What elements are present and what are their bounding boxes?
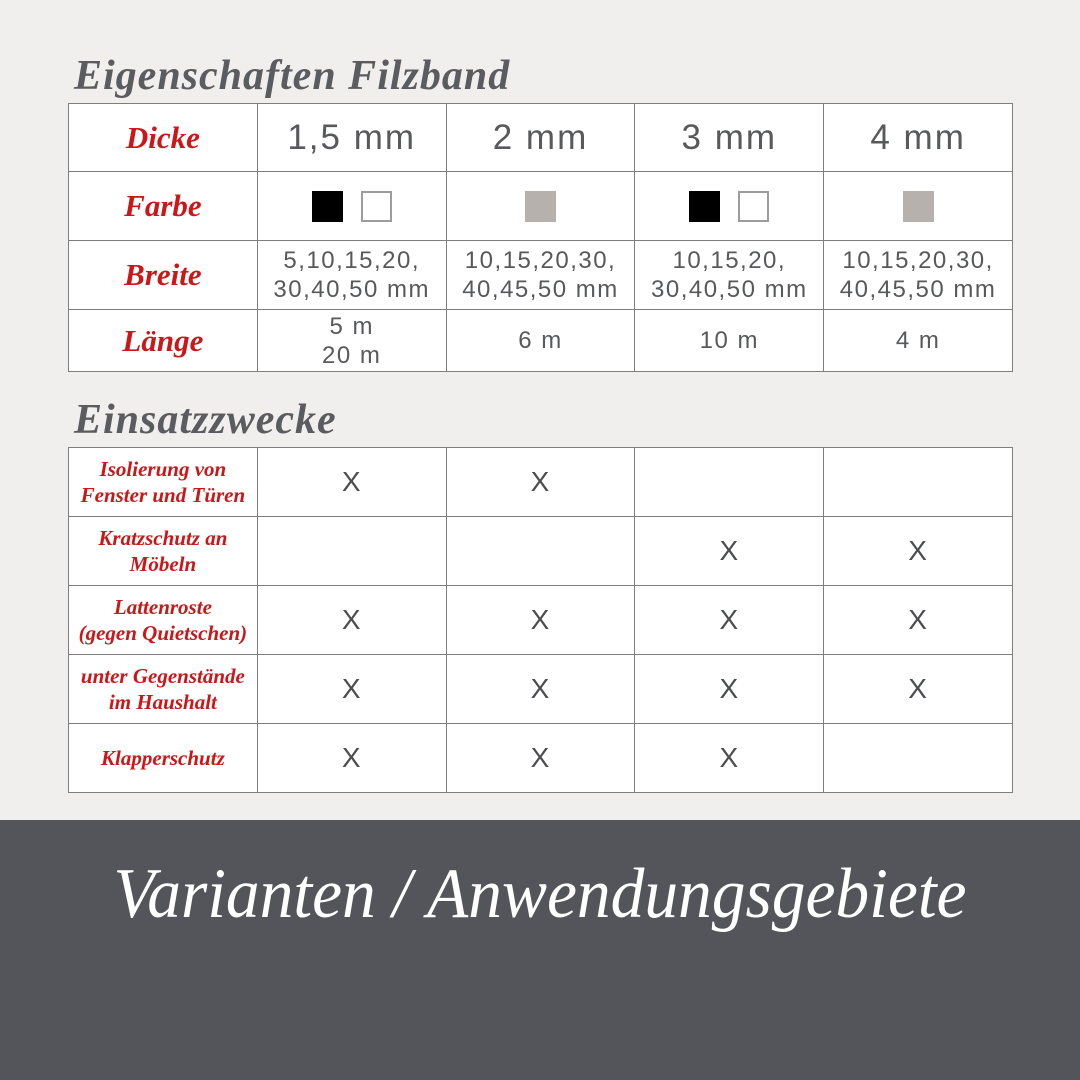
row-label-dicke: Dicke	[68, 103, 258, 172]
table-row-laenge: Länge 5 m 20 m 6 m 10 m 4 m	[68, 309, 1013, 372]
usage-mark: X	[634, 723, 825, 793]
breite-value-4: 10,15,20,30, 40,45,50 mm	[823, 240, 1013, 310]
usage-row-klapperschutz: Klapperschutz X X X	[68, 723, 1013, 793]
usage-mark: X	[823, 516, 1013, 586]
breite-line: 30,40,50 mm	[273, 276, 430, 303]
table-row-farbe: Farbe	[68, 171, 1013, 241]
usage-mark: X	[256, 585, 447, 655]
usage-label-line: im Haushalt	[108, 690, 217, 714]
farbe-swatches-2	[445, 171, 636, 241]
usage-label: unter Gegenstände im Haushalt	[68, 654, 258, 724]
farbe-swatches-4	[823, 171, 1013, 241]
breite-line: 40,45,50 mm	[839, 276, 997, 303]
laenge-value-2: 6 m	[445, 309, 636, 372]
laenge-value-4: 4 m	[823, 309, 1013, 372]
breite-value-3: 10,15,20, 30,40,50 mm	[634, 240, 825, 310]
dicke-value-1: 1,5 mm	[256, 103, 447, 172]
usage-mark	[256, 516, 447, 586]
row-label-farbe: Farbe	[68, 171, 258, 241]
usage-mark: X	[634, 516, 825, 586]
breite-line: 30,40,50 mm	[651, 276, 808, 303]
color-swatch-white-icon	[738, 190, 770, 222]
footer-banner: Varianten / Anwendungsgebiete	[0, 820, 1080, 1080]
usage-row-isolierung: Isolierung von Fenster und Türen X X	[68, 447, 1013, 517]
usage-mark: X	[445, 654, 636, 724]
properties-section-title: Eigenschaften Filzband	[74, 53, 511, 99]
farbe-swatches-1	[256, 171, 447, 241]
usage-mark: X	[823, 654, 1013, 724]
usage-label: Klapperschutz	[68, 723, 258, 793]
laenge-line: 4 m	[895, 327, 941, 354]
usage-label: Isolierung von Fenster und Türen	[68, 447, 258, 517]
breite-line: 10,15,20,30,	[464, 247, 617, 274]
color-swatch-greige-icon	[902, 190, 934, 222]
usage-label: Kratzschutz an Möbeln	[68, 516, 258, 586]
usage-row-kratzschutz: Kratzschutz an Möbeln X X	[68, 516, 1013, 586]
usage-label-line: Klapperschutz	[101, 746, 225, 770]
usage-label-line: Kratzschutz an	[98, 526, 228, 550]
usage-label: Lattenroste (gegen Quietschen)	[68, 585, 258, 655]
color-swatch-white-icon	[360, 190, 392, 222]
laenge-value-1: 5 m 20 m	[256, 309, 447, 372]
dicke-value-2: 2 mm	[445, 103, 636, 172]
breite-line: 40,45,50 mm	[462, 276, 619, 303]
usage-mark: X	[445, 585, 636, 655]
usage-row-gegenstaende: unter Gegenstände im Haushalt X X X X	[68, 654, 1013, 724]
usage-mark: X	[445, 723, 636, 793]
breite-value-2: 10,15,20,30, 40,45,50 mm	[445, 240, 636, 310]
breite-line: 10,15,20,	[672, 247, 787, 274]
usage-label-line: Möbeln	[129, 552, 197, 576]
laenge-value-3: 10 m	[634, 309, 825, 372]
usage-mark	[823, 723, 1013, 793]
breite-value-1: 5,10,15,20, 30,40,50 mm	[256, 240, 447, 310]
usage-label-line: Fenster und Türen	[80, 483, 246, 507]
usage-mark: X	[256, 723, 447, 793]
usage-row-lattenroste: Lattenroste (gegen Quietschen) X X X X	[68, 585, 1013, 655]
usage-mark: X	[634, 585, 825, 655]
usage-mark: X	[823, 585, 1013, 655]
usage-label-line: (gegen Quietschen)	[78, 621, 248, 645]
laenge-line: 10 m	[699, 327, 759, 354]
usage-mark: X	[445, 447, 636, 517]
breite-line: 10,15,20,30,	[842, 247, 994, 274]
usage-mark: X	[256, 654, 447, 724]
color-swatch-black-icon	[311, 190, 343, 222]
usage-label-line: Isolierung von	[99, 457, 227, 481]
usage-mark: X	[256, 447, 447, 517]
laenge-line: 6 m	[518, 327, 563, 354]
row-label-laenge: Länge	[68, 309, 258, 372]
laenge-line: 20 m	[322, 341, 382, 369]
usage-section-title: Einsatzzwecke	[74, 397, 337, 443]
color-swatch-greige-icon	[524, 190, 556, 222]
table-row-breite: Breite 5,10,15,20, 30,40,50 mm 10,15,20,…	[68, 240, 1013, 310]
laenge-line: 5 m	[329, 312, 374, 340]
breite-line: 5,10,15,20,	[283, 247, 420, 274]
usage-mark: X	[634, 654, 825, 724]
usage-mark	[634, 447, 825, 517]
banner-title: Varianten / Anwendungsgebiete	[113, 855, 967, 933]
row-label-breite: Breite	[68, 240, 258, 310]
usage-table: Isolierung von Fenster und Türen X X Kra…	[68, 447, 1013, 793]
dicke-value-4: 4 mm	[823, 103, 1013, 172]
infographic-content: Eigenschaften Filzband Dicke 1,5 mm 2 mm…	[68, 52, 1013, 793]
table-row-dicke: Dicke 1,5 mm 2 mm 3 mm 4 mm	[68, 103, 1013, 172]
usage-mark	[823, 447, 1013, 517]
farbe-swatches-3	[634, 171, 825, 241]
properties-table: Dicke 1,5 mm 2 mm 3 mm 4 mm Farbe Breite…	[68, 103, 1013, 372]
usage-label-line: Lattenroste	[113, 595, 212, 619]
usage-mark	[445, 516, 636, 586]
dicke-value-3: 3 mm	[634, 103, 825, 172]
usage-label-line: unter Gegenstände	[80, 664, 245, 688]
color-swatch-black-icon	[689, 190, 721, 222]
